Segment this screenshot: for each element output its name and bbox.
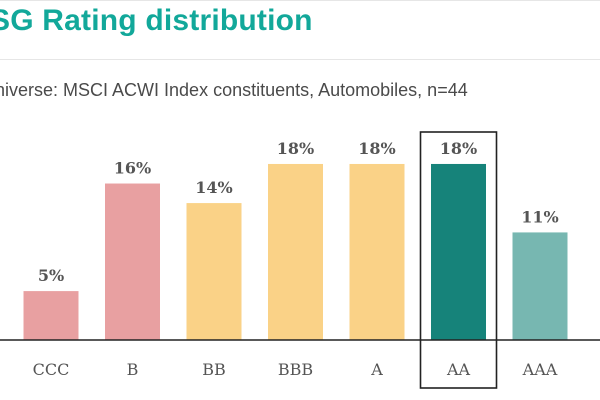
value-label-bb: 14%: [195, 178, 232, 197]
chart-subtitle: niverse: MSCI ACWI Index constituents, A…: [0, 80, 468, 100]
value-label-b: 16%: [114, 159, 151, 178]
top-rule: [0, 0, 600, 1]
chart-title: SG Rating distribution: [0, 4, 313, 37]
category-label-a: A: [370, 360, 383, 379]
bar-b: [105, 183, 160, 340]
title-divider: [0, 59, 600, 60]
bar-ccc: [23, 291, 79, 340]
value-label-a: 18%: [358, 139, 395, 158]
category-label-ccc: CCC: [33, 360, 70, 379]
bar-a: [349, 163, 405, 340]
bar-aa: [431, 163, 486, 340]
value-label-aaa: 11%: [521, 207, 558, 226]
category-label-bbb: BBB: [278, 360, 313, 379]
value-label-aa: 18%: [440, 139, 477, 158]
bar-aaa: [512, 232, 568, 340]
bar-bbb: [268, 163, 323, 340]
category-label-aaa: AAA: [522, 360, 558, 379]
value-label-bbb: 18%: [277, 139, 314, 158]
highlight-box-aa: [419, 131, 498, 389]
value-label-ccc: 5%: [38, 266, 64, 285]
category-label-bb: BB: [202, 360, 226, 379]
bar-bb: [186, 203, 242, 340]
category-label-aa: AA: [446, 360, 471, 379]
category-label-b: B: [127, 360, 139, 379]
